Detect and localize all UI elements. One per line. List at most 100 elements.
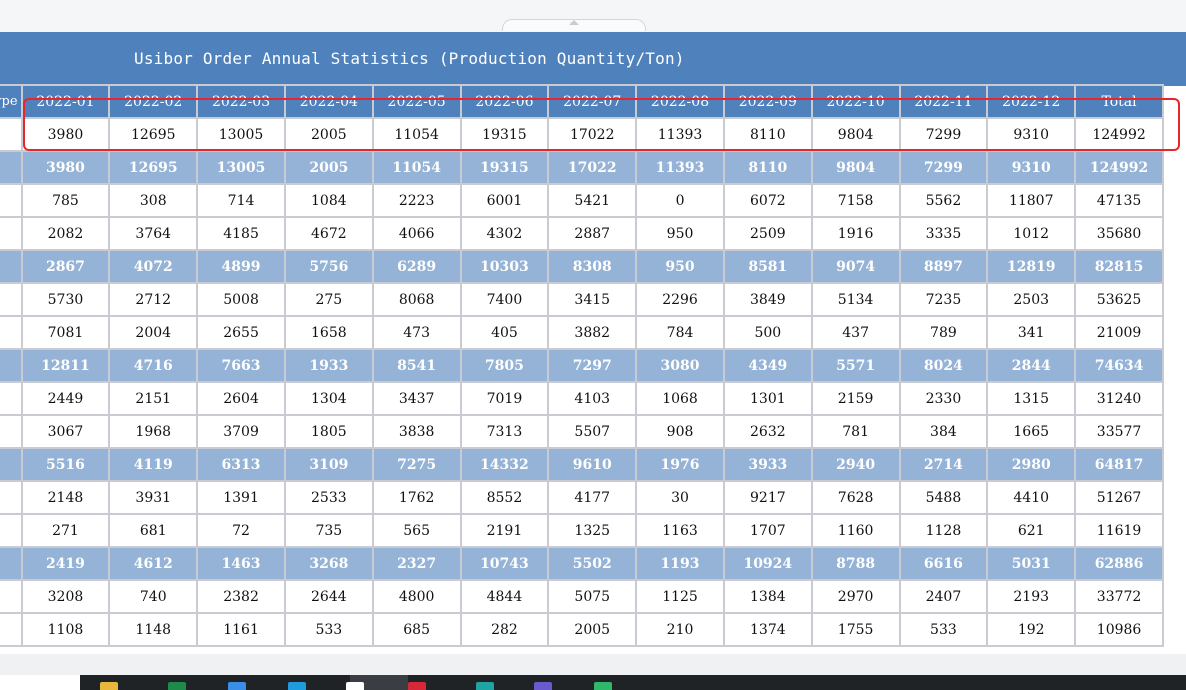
type-cell[interactable]: [0, 350, 21, 381]
value-cell[interactable]: 5730: [22, 284, 109, 315]
value-cell[interactable]: 3437: [373, 383, 460, 414]
value-cell[interactable]: 4185: [198, 218, 284, 249]
value-cell[interactable]: 11054: [373, 119, 460, 150]
value-cell[interactable]: 72: [198, 515, 284, 546]
type-header[interactable]: Type: [0, 86, 21, 117]
value-cell[interactable]: 5516: [22, 449, 109, 480]
value-cell[interactable]: 282: [461, 614, 548, 645]
value-cell[interactable]: 8541: [373, 350, 460, 381]
value-cell[interactable]: 7297: [549, 350, 636, 381]
value-cell[interactable]: 10924: [724, 548, 811, 579]
total-cell[interactable]: 31240: [1076, 383, 1162, 414]
value-cell[interactable]: 1301: [724, 383, 811, 414]
value-cell[interactable]: 1374: [724, 614, 811, 645]
value-cell[interactable]: 2005: [549, 614, 636, 645]
value-cell[interactable]: 1128: [900, 515, 987, 546]
type-cell[interactable]: [0, 152, 21, 183]
value-cell[interactable]: 3764: [110, 218, 197, 249]
value-cell[interactable]: 1148: [110, 614, 197, 645]
value-cell[interactable]: 7299: [900, 152, 987, 183]
value-cell[interactable]: 2632: [724, 416, 811, 447]
type-cell[interactable]: [0, 482, 21, 513]
value-cell[interactable]: 735: [285, 515, 372, 546]
value-cell[interactable]: 8068: [373, 284, 460, 315]
value-cell[interactable]: 781: [812, 416, 899, 447]
month-header-2022-03[interactable]: 2022-03: [198, 86, 284, 117]
value-cell[interactable]: 19315: [461, 152, 548, 183]
value-cell[interactable]: 3980: [22, 119, 109, 150]
total-cell[interactable]: 124992: [1076, 119, 1162, 150]
month-header-2022-10[interactable]: 2022-10: [812, 86, 899, 117]
value-cell[interactable]: 1916: [812, 218, 899, 249]
value-cell[interactable]: 13005: [198, 119, 284, 150]
value-cell[interactable]: 3933: [724, 449, 811, 480]
month-header-2022-12[interactable]: 2022-12: [988, 86, 1075, 117]
value-cell[interactable]: 789: [900, 317, 987, 348]
value-cell[interactable]: 2330: [900, 383, 987, 414]
value-cell[interactable]: 3709: [198, 416, 284, 447]
value-cell[interactable]: 2509: [724, 218, 811, 249]
value-cell[interactable]: 405: [461, 317, 548, 348]
value-cell[interactable]: 5507: [549, 416, 636, 447]
value-cell[interactable]: 5756: [285, 251, 372, 282]
value-cell[interactable]: 3109: [285, 449, 372, 480]
total-cell[interactable]: 82815: [1076, 251, 1162, 282]
total-cell[interactable]: 51267: [1076, 482, 1162, 513]
value-cell[interactable]: 1658: [285, 317, 372, 348]
value-cell[interactable]: 2193: [988, 581, 1075, 612]
value-cell[interactable]: 473: [373, 317, 460, 348]
app-icon[interactable]: [228, 682, 246, 690]
app-teal-icon[interactable]: [476, 682, 494, 690]
value-cell[interactable]: 1068: [637, 383, 723, 414]
value-cell[interactable]: 341: [988, 317, 1075, 348]
value-cell[interactable]: 13005: [198, 152, 284, 183]
type-cell[interactable]: [0, 581, 21, 612]
value-cell[interactable]: 8552: [461, 482, 548, 513]
value-cell[interactable]: 2867: [22, 251, 109, 282]
value-cell[interactable]: 7313: [461, 416, 548, 447]
value-cell[interactable]: 9310: [988, 119, 1075, 150]
value-cell[interactable]: 4119: [110, 449, 197, 480]
value-cell[interactable]: 5488: [900, 482, 987, 513]
value-cell[interactable]: 4066: [373, 218, 460, 249]
value-cell[interactable]: 3080: [637, 350, 723, 381]
value-cell[interactable]: 5421: [549, 185, 636, 216]
value-cell[interactable]: 3882: [549, 317, 636, 348]
value-cell[interactable]: 9610: [549, 449, 636, 480]
value-cell[interactable]: 5031: [988, 548, 1075, 579]
value-cell[interactable]: 2533: [285, 482, 372, 513]
value-cell[interactable]: 1463: [198, 548, 284, 579]
edge-icon[interactable]: [288, 682, 306, 690]
folder-icon[interactable]: [100, 682, 118, 690]
value-cell[interactable]: 9310: [988, 152, 1075, 183]
value-cell[interactable]: 3838: [373, 416, 460, 447]
value-cell[interactable]: 1391: [198, 482, 284, 513]
value-cell[interactable]: 2419: [22, 548, 109, 579]
total-cell[interactable]: 74634: [1076, 350, 1162, 381]
value-cell[interactable]: 2382: [198, 581, 284, 612]
month-header-2022-01[interactable]: 2022-01: [22, 86, 109, 117]
value-cell[interactable]: 621: [988, 515, 1075, 546]
type-cell[interactable]: [0, 449, 21, 480]
value-cell[interactable]: 11393: [637, 152, 723, 183]
value-cell[interactable]: 1193: [637, 548, 723, 579]
total-cell[interactable]: 53625: [1076, 284, 1162, 315]
value-cell[interactable]: 7663: [198, 350, 284, 381]
value-cell[interactable]: 681: [110, 515, 197, 546]
value-cell[interactable]: 1805: [285, 416, 372, 447]
value-cell[interactable]: 10303: [461, 251, 548, 282]
value-cell[interactable]: 3415: [549, 284, 636, 315]
total-cell[interactable]: 11619: [1076, 515, 1162, 546]
value-cell[interactable]: 5008: [198, 284, 284, 315]
value-cell[interactable]: 4177: [549, 482, 636, 513]
value-cell[interactable]: 908: [637, 416, 723, 447]
value-cell[interactable]: 1125: [637, 581, 723, 612]
value-cell[interactable]: 2005: [285, 119, 372, 150]
value-cell[interactable]: 2151: [110, 383, 197, 414]
total-cell[interactable]: 62886: [1076, 548, 1162, 579]
total-cell[interactable]: 64817: [1076, 449, 1162, 480]
type-cell[interactable]: [0, 416, 21, 447]
value-cell[interactable]: 8897: [900, 251, 987, 282]
value-cell[interactable]: 2223: [373, 185, 460, 216]
month-header-2022-05[interactable]: 2022-05: [373, 86, 460, 117]
